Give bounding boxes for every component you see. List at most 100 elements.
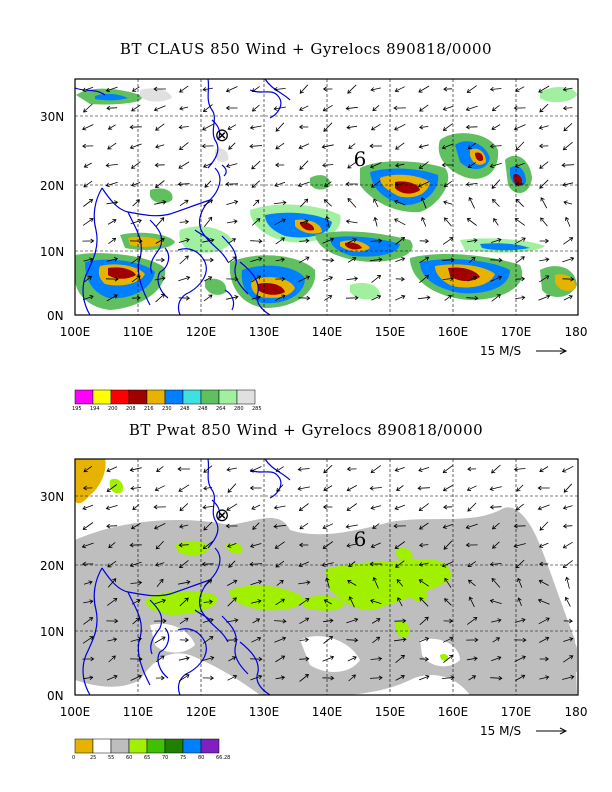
panel1-wind-vector [515,256,525,264]
panel2-wind-vector [203,465,213,473]
panel1-wind-vector [227,124,237,130]
panel2-wind-vector [203,599,214,605]
panel2-wind-vector [178,674,190,682]
panel1-wind-vector [129,143,142,150]
panel1-wind-vector [178,161,190,169]
panel2-wind-vector [204,579,213,587]
panel1-wind-vector [203,294,213,302]
panel1-wind-vector [107,142,117,150]
panel2-wind-vector [276,579,284,586]
panel1-lon-150e: 150E [375,325,406,339]
panel2-lon-170e: 170E [501,705,532,719]
panel2-wind-vector [419,656,430,662]
panel2-wind-vector [370,656,383,662]
panel2-wind-vector [179,503,189,512]
panel1-wind-vector [202,104,213,113]
panel1-wind-vector [370,87,381,92]
panel2-wind-vector [538,561,549,567]
panel2-wind-vector [371,618,381,624]
panel2-wind-vector [225,523,238,529]
panel2-wind-vector [154,523,166,530]
panel1-wind-vector [539,179,549,189]
panel1-wind-vector [155,293,165,303]
panel2-wind-vector [489,486,502,491]
panel1-wind-vector [370,257,383,262]
panel2-wind-vector [297,466,310,472]
panel1-wind-vector [538,85,550,93]
panel2-ref-vector-arrow [536,727,568,735]
panel2-wind-vector [250,674,263,681]
panel2-wind-vector [562,560,573,569]
panel1-wind-vector [129,124,142,130]
panel1-wind-vector [300,198,309,208]
panel2-lat-20n: 20N [40,559,64,573]
panel2-title: BT Pwat 850 Wind + Gyrelocs 890818/0000 [128,421,484,439]
panel2-wind-vector [537,504,550,511]
panel2-wind-vector [227,483,237,493]
panel2-wind-vector [299,637,310,643]
panel1-wind-vector [370,123,381,131]
panel2-wind-vector [537,598,550,605]
panel2-wind-vector [155,562,165,567]
panel1-wind-vector [466,218,477,226]
panel1-wind-vector [369,162,382,169]
panel2-wind-vector [275,675,286,680]
panel1-wind-vector [394,86,405,93]
panel2-wind-vector [515,503,524,511]
panel2-ref-vector-label: 15 M/S [480,724,521,738]
panel2-wind-vector [274,541,285,549]
panel1-colorbar-tick: 195 [72,406,82,412]
panel1-wind-vector [108,237,117,245]
panel1-wind-vector [345,181,358,187]
panel1-wind-vector [441,162,454,168]
panel1-wind-vector [83,199,94,207]
panel2-wind-vector [443,618,454,624]
panel1-wind-vector [514,237,526,245]
panel1-wind-vector [131,256,142,264]
panel1-wind-vector [179,106,189,111]
panel2-lat-0n: 0N [47,689,64,703]
panel1-lat-10n: 10N [40,245,64,259]
panel2-wind-vector [276,484,284,492]
panel2-wind-vector [179,637,189,643]
panel1-wind-vector [466,295,479,301]
panel2-wind-vector [513,466,526,472]
panel2-wind-vector [108,542,116,549]
panel1-lat-20n: 20N [40,179,64,193]
panel2-wind-vector [323,464,333,474]
panel2-wind-vector [274,636,287,643]
panel1-colorbar-tick: 208 [126,406,136,412]
panel2-wind-vector [155,540,164,550]
panel2-wind-vector [539,675,550,680]
panel2-colorbar-swatch [110,738,130,754]
panel1-wind-vector [82,238,95,244]
panel2-wind-vector [132,504,140,510]
panel1-wind-vector [178,295,191,301]
panel1-wind-vector [228,238,237,244]
panel2-wind-vector [178,484,190,492]
panel1-wind-vector [131,104,141,112]
panel2-wind-vector [346,637,359,643]
panel2-wind-vector [129,656,143,662]
panel2-wind-vector [227,543,237,548]
panel2-lon-130e: 130E [249,705,280,719]
panel1-wind-vector [178,238,190,243]
panel1-wind-vector [345,295,359,301]
panel2-wind-vector [515,559,525,569]
panel1-wind-vector [441,143,454,150]
panel1-wind-vector [468,256,476,263]
panel2-wind-vector [491,656,502,662]
panel2-wind-vector [370,465,382,474]
panel1-wind-vector [202,123,214,131]
panel2-wind-vector [395,654,405,664]
panel1-wind-vector [83,180,93,188]
panel2-colorbar-tick: 65 [144,755,150,761]
panel1-lat-0n: 0N [47,309,64,323]
panel2-wind-vector [443,504,453,510]
panel2-gridlines [75,459,578,695]
panel1-wind-vector [154,200,167,205]
panel1-colorbar-swatch [218,389,238,405]
panel1-wind-vector [490,257,503,263]
panel1-wind-vector [153,105,166,112]
panel2-wind-vector [132,617,140,625]
